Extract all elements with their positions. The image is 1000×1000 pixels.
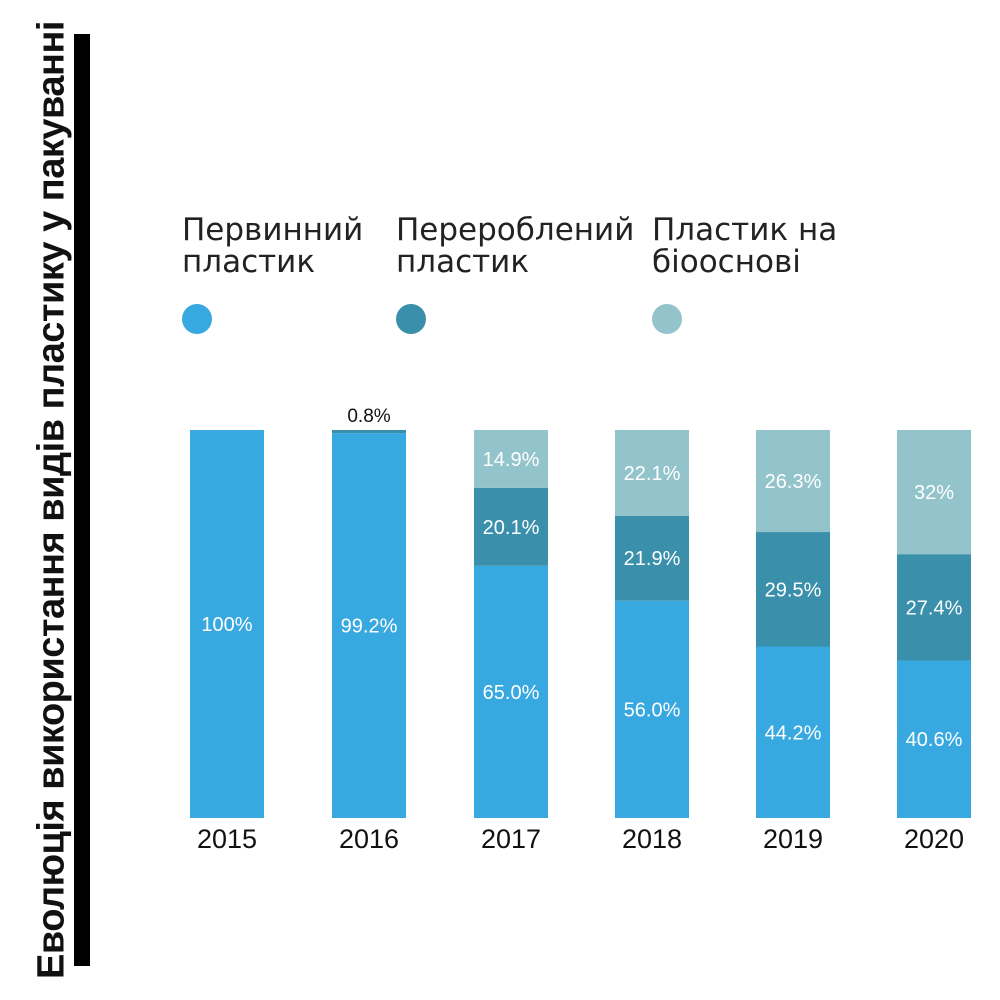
- data-label-2016-s0: 99.2%: [341, 616, 398, 638]
- bar-segment-2017-s2: [474, 430, 548, 488]
- x-tick-label-2017: 2017: [481, 824, 541, 854]
- legend-label-virgin-line1: Первинний: [182, 212, 364, 248]
- bar-segment-2020-s0: [897, 660, 971, 818]
- bar-segment-2019-s1: [756, 532, 830, 647]
- legend-item-recycled: Перероблений пластик: [396, 214, 636, 334]
- x-tick-label-2015: 2015: [197, 824, 257, 854]
- legend-swatch-biobased: [652, 304, 682, 334]
- bar-segment-2016-s1: [332, 430, 406, 434]
- bar-segment-2017-s1: [474, 487, 548, 566]
- bar-segment-2018-s1: [615, 515, 689, 601]
- x-tick-label-2019: 2019: [763, 824, 823, 854]
- x-tick-label-2020: 2020: [904, 824, 964, 854]
- bar-segment-2016-s0: [332, 433, 406, 818]
- legend-item-virgin: Первинний пластик: [182, 214, 422, 334]
- legend-swatch-recycled: [396, 304, 426, 334]
- legend-label-virgin-line2: пластик: [182, 244, 316, 280]
- legend-label-biobased: Пластик на біооснові: [652, 214, 892, 278]
- legend-label-recycled: Перероблений пластик: [396, 214, 636, 278]
- data-label-2016-s1: 0.8%: [347, 406, 390, 427]
- data-label-2020-s2: 32%: [914, 482, 954, 504]
- data-label-2017-s2: 14.9%: [483, 449, 540, 471]
- legend-label-recycled-line1: Перероблений: [396, 212, 635, 248]
- data-label-2019-s0: 44.2%: [765, 722, 822, 744]
- legend-label-recycled-line2: пластик: [396, 244, 530, 280]
- data-label-2017-s0: 65.0%: [483, 682, 540, 704]
- title-accent-bar: [74, 34, 90, 966]
- data-label-2019-s2: 26.3%: [765, 471, 822, 493]
- bar-segment-2020-s1: [897, 554, 971, 661]
- bar-segment-2020-s2: [897, 430, 971, 555]
- data-label-2020-s1: 27.4%: [906, 597, 963, 619]
- data-label-2020-s0: 40.6%: [906, 729, 963, 751]
- bar-segment-2017-s0: [474, 565, 548, 818]
- legend-label-virgin: Первинний пластик: [182, 214, 422, 278]
- data-label-2017-s1: 20.1%: [483, 517, 540, 539]
- x-tick-label-2016: 2016: [339, 824, 399, 854]
- bar-segment-2019-s0: [756, 646, 830, 818]
- data-label-2015-s0: 100%: [201, 614, 252, 636]
- data-label-2018-s1: 21.9%: [624, 548, 681, 570]
- x-tick-label-2018: 2018: [622, 824, 682, 854]
- legend-label-biobased-line2: біооснові: [652, 244, 801, 280]
- data-label-2018-s2: 22.1%: [624, 463, 681, 485]
- data-label-2018-s0: 56.0%: [624, 699, 681, 721]
- bar-segment-2019-s2: [756, 430, 830, 533]
- legend-label-biobased-line1: Пластик на: [652, 212, 838, 248]
- data-label-2019-s1: 29.5%: [765, 579, 822, 601]
- bar-segment-2015-s0: [190, 430, 264, 818]
- legend-item-biobased: Пластик на біооснові: [652, 214, 892, 334]
- bar-segment-2018-s0: [615, 600, 689, 818]
- bar-segment-2018-s2: [615, 430, 689, 516]
- legend-swatch-virgin: [182, 304, 212, 334]
